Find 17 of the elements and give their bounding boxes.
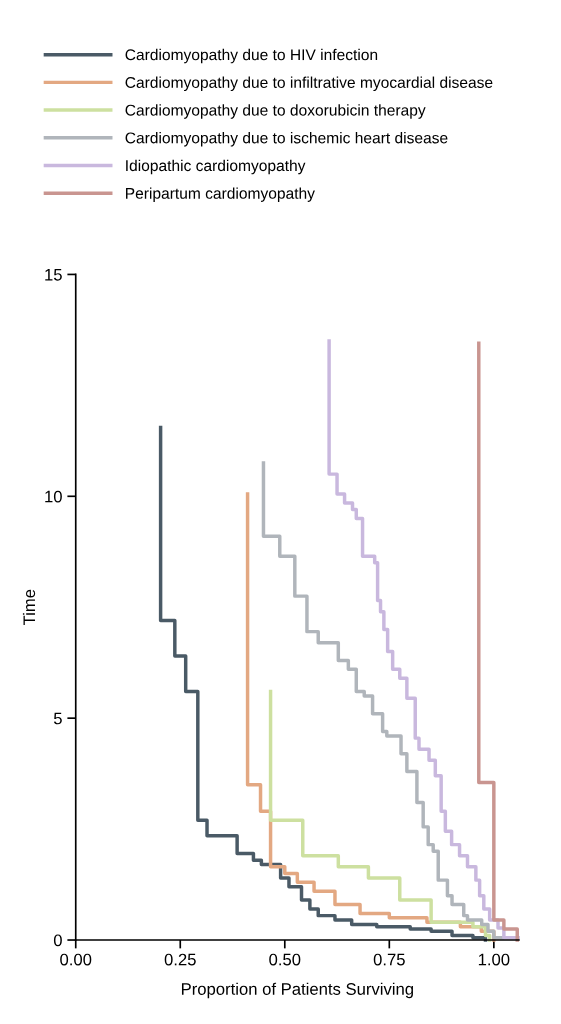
legend-label: Cardiomyopathy due to ischemic heart disease — [125, 131, 448, 147]
y-tick-label: 15 — [45, 269, 62, 281]
x-tick-label: 0.75 — [373, 953, 405, 966]
y-axis-title: Time — [22, 589, 36, 626]
x-tick-label: 0.50 — [269, 953, 301, 966]
legend-label: Cardiomyopathy due to HIV infection — [125, 48, 378, 64]
x-tick-label: 1.00 — [478, 953, 510, 966]
x-tick-label: 0.25 — [164, 953, 196, 966]
x-tick-label: 0.00 — [60, 953, 92, 966]
legend-label: Peripartum cardiomyopathy — [126, 187, 315, 202]
legend-label: Idiopathic cardiomyopathy — [126, 159, 306, 175]
legend-label: Cardiomyopathy due to doxorubicin therapy — [125, 104, 426, 119]
y-tick-label: 5 — [53, 712, 62, 725]
legend-label: Cardiomyopathy due to infiltrative myocardial disease — [125, 76, 493, 92]
y-tick-label: 0 — [53, 934, 62, 947]
y-tick-label: 10 — [45, 490, 62, 503]
x-axis-title: Proportion of Patients Surviving — [181, 982, 413, 999]
